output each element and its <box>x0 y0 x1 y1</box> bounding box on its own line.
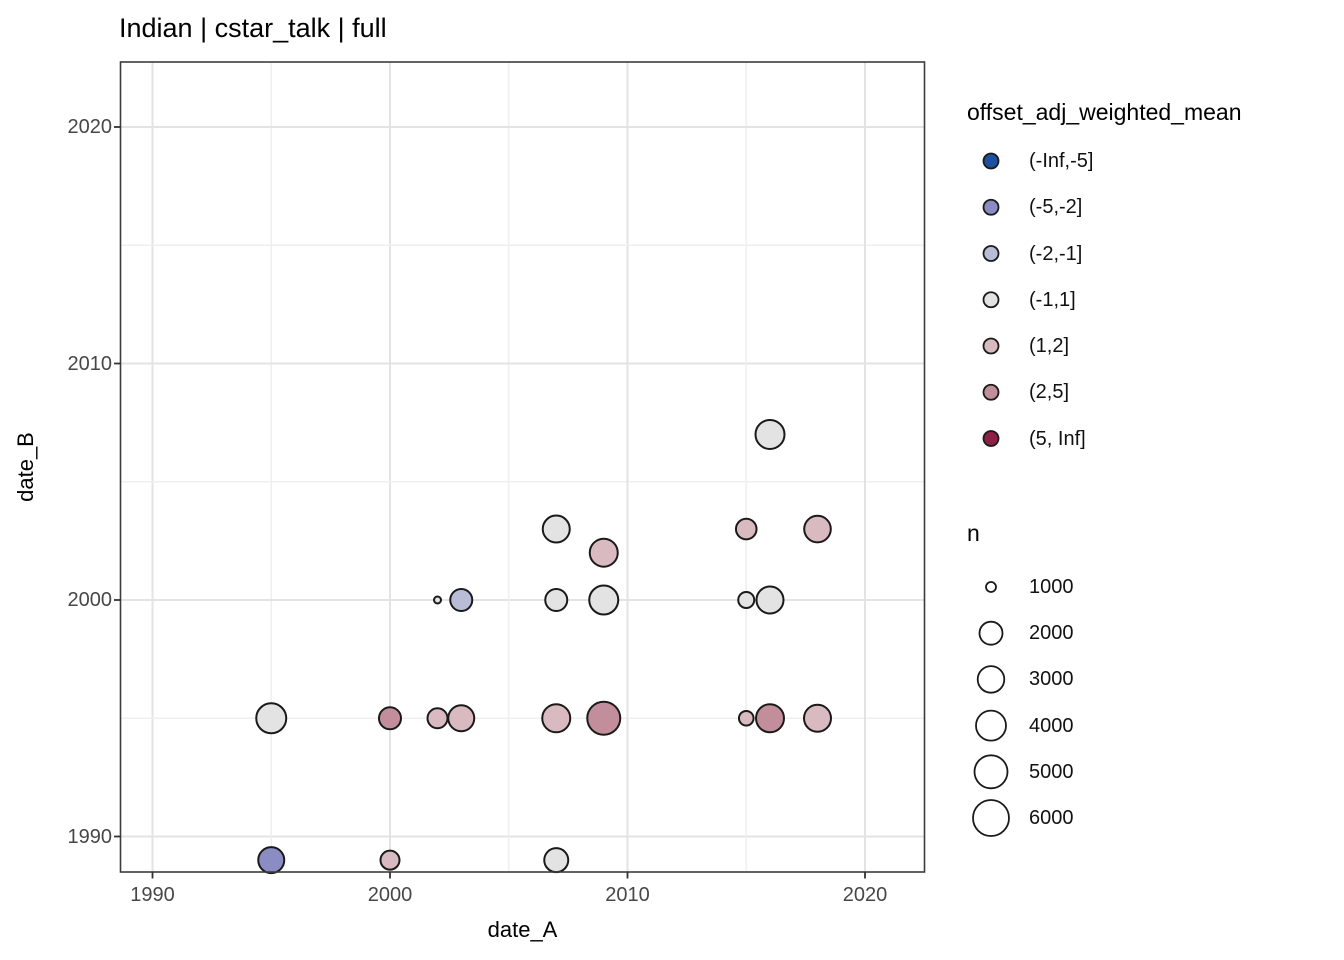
data-point <box>447 704 476 733</box>
y-tick-label: 2000 <box>67 589 113 611</box>
x-tick-label: 2000 <box>367 884 413 906</box>
color-legend-label: (-5,-2] <box>1029 196 1083 219</box>
data-point <box>737 591 756 609</box>
size-legend-label: 1000 <box>1029 576 1074 598</box>
data-point <box>803 514 832 544</box>
data-point <box>544 588 569 612</box>
size-legend-title: n <box>967 520 980 546</box>
color-legend-swatch <box>982 383 1000 401</box>
color-legend-swatch <box>982 245 1000 262</box>
color-legend-swatch <box>982 152 1000 170</box>
data-point <box>588 584 620 616</box>
data-point <box>754 418 786 450</box>
x-tick-label: 2020 <box>842 884 888 906</box>
color-legend-label: (-Inf,-5] <box>1029 150 1094 172</box>
color-legend-label: (5, Inf] <box>1029 427 1086 450</box>
color-legend-label: (-2,-1] <box>1029 242 1083 265</box>
color-legend-title: offset_adj_weighted_mean <box>967 99 1242 125</box>
size-legend-label: 6000 <box>1029 807 1074 829</box>
size-legend-circle <box>975 709 1007 742</box>
color-legend-label: (2,5] <box>1029 381 1070 404</box>
size-legend-circle <box>978 620 1004 646</box>
data-point <box>543 847 570 874</box>
panel-background <box>120 62 925 872</box>
x-tick-label: 2010 <box>605 884 650 906</box>
data-point <box>803 703 832 733</box>
data-point <box>755 703 785 734</box>
y-tick-label: 2020 <box>67 116 113 138</box>
size-legend-label: 2000 <box>1029 622 1074 645</box>
size-legend-label: 3000 <box>1029 668 1074 691</box>
y-tick-label: 1990 <box>67 825 113 848</box>
x-tick-label: 1990 <box>130 884 175 906</box>
color-legend-swatch <box>982 291 1000 309</box>
color-legend-label: (-1,1] <box>1029 288 1076 311</box>
y-axis-title: date_B <box>13 432 38 502</box>
plot-title: Indian | cstar_talk | full <box>119 13 387 43</box>
data-point <box>755 585 785 615</box>
data-point <box>426 707 449 730</box>
data-point <box>541 514 571 544</box>
data-point <box>734 517 758 541</box>
color-legend-swatch <box>982 430 1000 447</box>
size-legend-circle <box>973 754 1009 790</box>
size-legend-label: 5000 <box>1029 760 1074 783</box>
panel-border <box>119 61 926 873</box>
data-point <box>737 709 755 727</box>
color-legend-swatch <box>982 198 1000 216</box>
size-legend-circle <box>985 581 997 593</box>
data-point <box>449 588 474 612</box>
data-point <box>255 702 288 735</box>
color-legend-swatch <box>982 337 1000 355</box>
x-axis-title: date_A <box>487 917 558 942</box>
data-point <box>586 700 622 736</box>
size-legend-circle <box>972 799 1010 837</box>
data-point <box>541 703 572 734</box>
data-point <box>588 537 619 568</box>
data-point <box>379 849 401 871</box>
data-point <box>433 595 442 605</box>
color-legend-label: (1,2] <box>1029 335 1070 357</box>
size-legend-circle <box>976 665 1006 694</box>
data-point <box>257 846 286 875</box>
y-tick-label: 2010 <box>67 352 113 375</box>
size-legend-label: 4000 <box>1029 714 1074 737</box>
data-point <box>378 706 402 731</box>
